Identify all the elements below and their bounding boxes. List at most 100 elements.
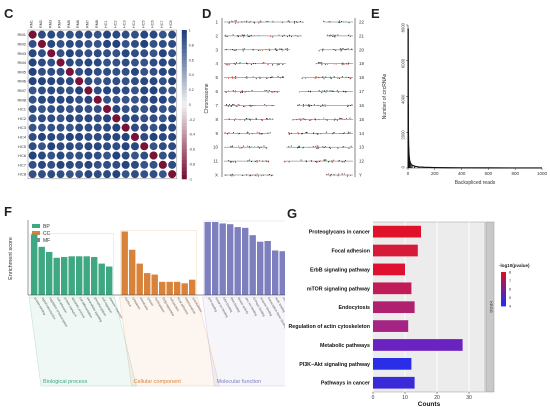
- chromosome-point: [228, 104, 231, 106]
- chromosome-point: [272, 118, 274, 120]
- heatmap-cell: [56, 132, 65, 141]
- heatmap-cell: [112, 151, 121, 160]
- chromosome-point: [225, 63, 227, 65]
- g-category-label: ErbB signaling pathway: [310, 267, 370, 273]
- chromosome-point: [326, 63, 328, 65]
- heatmap-col-label: HC2: [113, 20, 117, 28]
- chromosome-point: [323, 146, 325, 149]
- chromosome-point: [242, 174, 244, 177]
- chromosome-point: [348, 76, 350, 79]
- chromosome-point: [232, 77, 234, 79]
- g-legend-segment: [501, 300, 506, 303]
- chromosome-point: [339, 48, 341, 50]
- f-bar: [68, 256, 75, 295]
- colorbar-segment: [181, 141, 187, 146]
- g-legend-segment: [501, 290, 506, 293]
- chromosome-point: [272, 64, 274, 66]
- f-bar: [174, 281, 181, 295]
- colorbar-segment: [181, 41, 187, 46]
- chromosome-point: [309, 90, 311, 92]
- heatmap-cell: [112, 123, 121, 132]
- heatmap-cell: [149, 123, 158, 132]
- chromosome-point: [343, 63, 345, 65]
- f-y-axis-label: Enrichment score: [8, 237, 14, 280]
- chromosome-point: [241, 21, 243, 23]
- chromosome-left-label: 4: [215, 61, 218, 66]
- chromosome-point: [297, 147, 299, 149]
- chromosome-point: [247, 131, 249, 133]
- chromosome-point: [347, 104, 349, 106]
- chromosome-point: [318, 90, 320, 92]
- f-bar: [242, 227, 249, 295]
- chromosome-point: [265, 117, 268, 119]
- g-legend-segment: [501, 272, 506, 275]
- heatmap-cell: [84, 67, 93, 76]
- chromosome-point: [299, 21, 301, 23]
- f-bar: [76, 256, 83, 295]
- chromosome-point: [245, 132, 247, 134]
- heatmap-cell: [47, 95, 56, 104]
- chromosome-point: [247, 160, 249, 162]
- chromosome-point: [255, 117, 257, 119]
- heatmap-col-label: RM6: [76, 20, 80, 28]
- f-legend-swatch: [32, 231, 40, 235]
- heatmap-row-label: HC3: [18, 125, 27, 130]
- chromosome-point: [257, 146, 259, 148]
- heatmap-cell: [168, 77, 177, 86]
- heatmap-col-label: RM4: [58, 20, 62, 28]
- chromosome-point: [254, 104, 256, 107]
- heatmap-cell: [28, 151, 37, 160]
- chromosome-point: [230, 105, 232, 108]
- heatmap-cell: [84, 142, 93, 151]
- heatmap-cell: [103, 58, 111, 67]
- g-x-axis-label: Counts: [418, 401, 441, 407]
- colorbar-tick-label: -0.8: [189, 162, 195, 166]
- chromosome-left-label: 9: [215, 131, 218, 136]
- heatmap-cell: [93, 58, 102, 67]
- chromosome-point: [238, 145, 240, 147]
- f-bar: [38, 246, 45, 295]
- chromosome-point: [254, 160, 256, 163]
- chromosome-point: [281, 35, 284, 37]
- chromosome-left-label: 10: [213, 145, 219, 150]
- chromosome-point: [348, 62, 350, 64]
- g-legend-segment: [501, 283, 506, 286]
- chromosome-right-label: 13: [359, 145, 365, 150]
- g-bar: [373, 320, 409, 332]
- e-x-tick-label: 0: [407, 171, 410, 176]
- chromosome-point: [321, 62, 323, 64]
- chromosome-point: [233, 62, 236, 64]
- chromosome-point: [347, 105, 349, 108]
- heatmap-cell: [158, 160, 167, 169]
- panel-letter-f: F: [4, 204, 12, 219]
- heatmap-cell: [140, 170, 149, 179]
- chromosome-point: [265, 21, 267, 23]
- chromosome-point: [324, 63, 326, 65]
- f-bar: [83, 256, 90, 295]
- heatmap-cell: [121, 151, 130, 160]
- heatmap-cell: [103, 151, 111, 160]
- chromosome-point: [252, 133, 254, 135]
- heatmap-cell: [158, 142, 167, 151]
- chromosome-point: [224, 131, 226, 133]
- chromosome-point: [322, 50, 324, 52]
- heatmap-cell: [28, 132, 37, 141]
- heatmap-cell: [75, 142, 84, 151]
- chromosome-point: [348, 22, 350, 24]
- chromosome-point: [258, 132, 260, 134]
- chromosome-point: [228, 22, 230, 24]
- colorbar-segment: [181, 111, 187, 117]
- heatmap-cell: [56, 30, 65, 39]
- g-legend-segment: [501, 294, 506, 297]
- g-legend-segment: [501, 287, 506, 290]
- heatmap-cell: [112, 105, 121, 114]
- chromosome-point: [271, 91, 273, 93]
- heatmap-cell: [75, 95, 84, 104]
- chromosome-point: [349, 132, 351, 134]
- chromosome-point: [229, 63, 231, 65]
- g-category-label: Regulation of actin cytoskeleton: [288, 324, 370, 330]
- chromosome-point: [325, 131, 327, 133]
- chromosome-point: [225, 90, 227, 92]
- chromosome-point: [225, 92, 227, 94]
- chromosome-point: [324, 105, 326, 107]
